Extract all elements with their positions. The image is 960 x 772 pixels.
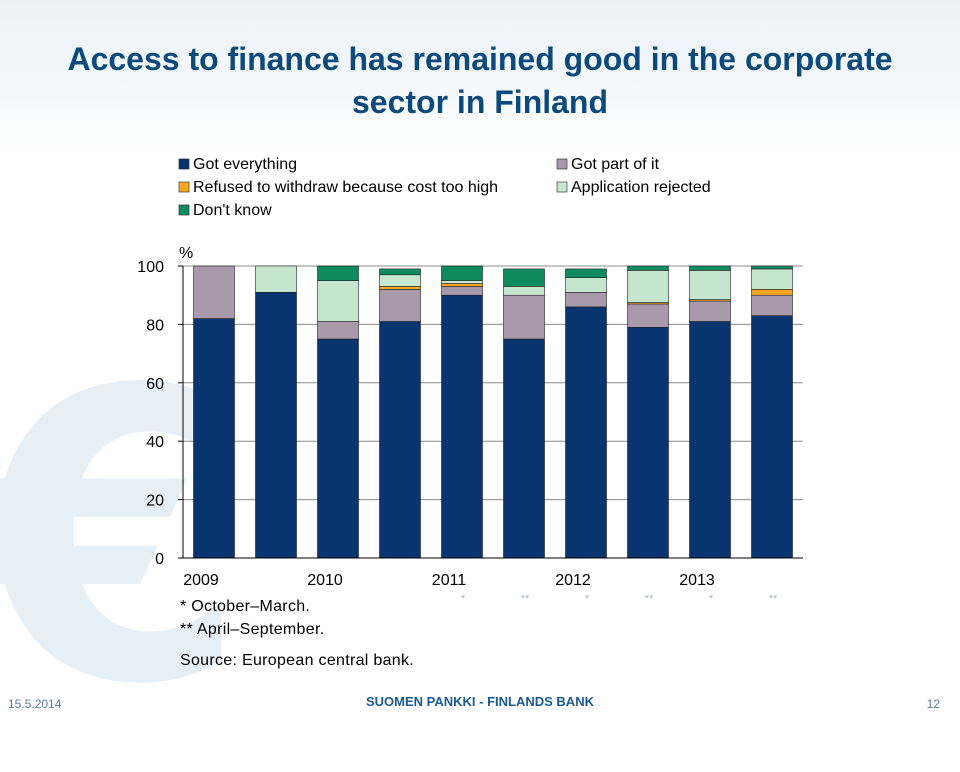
y-unit-label: % — [179, 245, 193, 262]
bar-segment-got-everything — [317, 338, 359, 559]
legend-entry: Don't know — [178, 202, 272, 219]
x-year-label: 2012 — [555, 572, 591, 589]
bar-segment-refused-to-withdraw-because-cost-too-high — [441, 283, 483, 287]
x-half-year-marker: * — [461, 593, 466, 605]
slide-title: Access to finance has remained good in t… — [67, 41, 893, 120]
legend-swatch — [556, 181, 568, 193]
x-year-label: 2011 — [432, 572, 467, 589]
legend-label: Application rejected — [571, 179, 711, 196]
footer-date: 15.5.2014 — [8, 697, 62, 711]
bar-segment-application-rejected — [317, 280, 359, 322]
legend-label: Got part of it — [571, 156, 660, 173]
bar-segment-got-part-of-it — [751, 294, 793, 316]
bar-segment-application-rejected — [255, 265, 297, 293]
bar-segment-application-rejected — [441, 280, 483, 284]
x-half-year-marker: ** — [769, 593, 778, 605]
bar-segment-got-everything — [627, 327, 669, 559]
bar-segment-got-everything — [193, 318, 235, 559]
bar-segment-don-t-know — [503, 268, 545, 287]
legend-swatch — [178, 204, 190, 216]
bar-segment-don-t-know — [565, 268, 607, 278]
header-band — [0, 0, 960, 150]
y-tick-label: 80 — [146, 317, 164, 334]
y-tick-label: 0 — [155, 551, 164, 568]
x-half-year-marker: * — [709, 593, 714, 605]
bar-segment-got-everything — [689, 321, 731, 559]
x-year-label: 2009 — [183, 572, 219, 589]
bar-segment-got-part-of-it — [503, 294, 545, 340]
bar-segment-got-part-of-it — [441, 286, 483, 296]
bar-segment-application-rejected — [503, 286, 545, 296]
footnote-oct-march: * October–March. — [180, 598, 311, 615]
legend-entry: Refused to withdraw because cost too hig… — [178, 179, 498, 196]
bar-segment-got-part-of-it — [565, 291, 607, 308]
legend-entry: Got everything — [178, 156, 297, 173]
bar-segment-application-rejected — [751, 268, 793, 290]
footnote-apr-sep: ** April–September. — [180, 621, 325, 638]
bar-segment-got-part-of-it — [379, 289, 421, 322]
bar-segment-got-part-of-it — [193, 265, 235, 319]
bar-segment-got-everything — [379, 321, 421, 559]
legend-label: Don't know — [193, 202, 272, 219]
legend-entry: Application rejected — [556, 179, 711, 196]
legend-label: Refused to withdraw because cost too hig… — [193, 179, 498, 196]
stacked-bar-chart: Got everything Got part of it Refused to w… — [137, 156, 803, 605]
legend-entry: Got part of it — [556, 156, 660, 173]
x-half-year-marker: ** — [645, 593, 654, 605]
legend-swatch — [556, 158, 568, 170]
bar-segment-application-rejected — [689, 270, 731, 300]
bar-segment-don-t-know — [627, 265, 669, 271]
source-note: Source: European central bank. — [180, 652, 415, 669]
chart-legend: Got everything Got part of it Refused to w… — [178, 156, 711, 219]
x-year-label: 2010 — [307, 572, 343, 589]
bar-segment-don-t-know — [441, 265, 483, 281]
bar-segment-got-part-of-it — [689, 300, 731, 322]
footer-bank-name: SUOMEN PANKKI - FINLANDS BANK — [366, 694, 594, 709]
bar-segment-application-rejected — [565, 277, 607, 293]
bar-segment-got-everything — [751, 315, 793, 559]
y-tick-label: 20 — [146, 493, 164, 510]
bar-segment-got-everything — [503, 338, 545, 559]
y-tick-label: 40 — [146, 434, 164, 451]
bar-segment-refused-to-withdraw-because-cost-too-high — [751, 289, 793, 296]
bar-segment-don-t-know — [317, 265, 359, 281]
bar-segment-got-everything — [255, 291, 297, 559]
bar-segment-don-t-know — [751, 265, 793, 270]
bar-segment-got-part-of-it — [317, 321, 359, 340]
legend-swatch — [178, 158, 190, 170]
chart-bars — [193, 265, 793, 559]
bar-segment-got-part-of-it — [627, 303, 669, 328]
legend-label: Got everything — [193, 156, 297, 173]
legend-swatch — [178, 181, 190, 193]
bar-segment-got-everything — [565, 306, 607, 559]
bar-segment-got-everything — [441, 294, 483, 559]
bar-segment-don-t-know — [379, 268, 421, 276]
bar-segment-don-t-know — [689, 265, 731, 271]
y-tick-label: 100 — [137, 259, 164, 276]
bar-segment-application-rejected — [627, 270, 669, 303]
bar-segment-refused-to-withdraw-because-cost-too-high — [379, 286, 421, 290]
page-number: 12 — [926, 697, 940, 711]
x-half-year-marker: * — [585, 593, 590, 605]
x-half-year-marker: ** — [521, 593, 530, 605]
x-year-label: 2013 — [679, 572, 715, 589]
y-tick-label: 60 — [146, 376, 164, 393]
bar-segment-application-rejected — [379, 274, 421, 287]
